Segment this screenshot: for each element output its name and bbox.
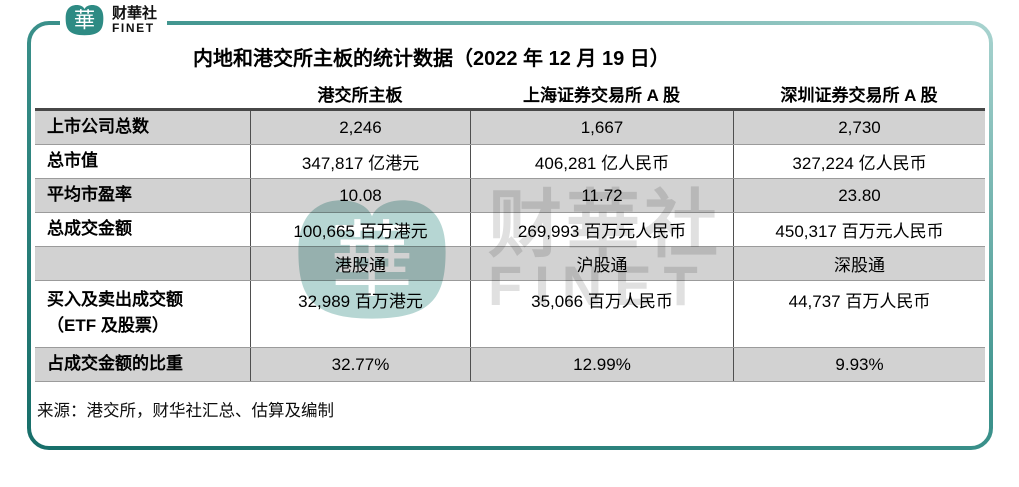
cell-value: 2,730 bbox=[733, 111, 985, 144]
cell-value: 347,817 亿港元 bbox=[250, 145, 470, 178]
cell-value: 450,317 百万元人民币 bbox=[733, 213, 985, 246]
brand-text: 财華社 FINET bbox=[112, 6, 157, 34]
cell-value: 100,665 百万港元 bbox=[250, 213, 470, 246]
cell-value: 35,066 百万人民币 bbox=[470, 281, 733, 347]
row-label: 上市公司总数 bbox=[35, 111, 250, 144]
table-row: 总市值 347,817 亿港元 406,281 亿人民币 327,224 亿人民币 bbox=[35, 145, 985, 179]
table-row: 港股通 沪股通 深股通 bbox=[35, 247, 985, 281]
corner-cell bbox=[35, 78, 250, 108]
cell-value: 1,667 bbox=[470, 111, 733, 144]
table-row: 平均市盈率 10.08 11.72 23.80 bbox=[35, 179, 985, 213]
row-label: 买入及卖出成交额 （ETF 及股票） bbox=[47, 290, 183, 336]
cell-value: 327,224 亿人民币 bbox=[733, 145, 985, 178]
cell-value: 12.99% bbox=[470, 348, 733, 381]
row-label: 总成交金额 bbox=[47, 219, 132, 239]
row-label: 占成交金额的比重 bbox=[35, 348, 250, 381]
cell-value: 406,281 亿人民币 bbox=[470, 145, 733, 178]
finet-seal-icon: 華 bbox=[65, 4, 104, 36]
table-row: 上市公司总数 2,246 1,667 2,730 bbox=[35, 111, 985, 145]
column-header: 上海证券交易所 A 股 bbox=[522, 85, 681, 105]
source-note: 来源：港交所，财华社汇总、估算及编制 bbox=[37, 402, 334, 420]
cell-value: 深股通 bbox=[733, 247, 985, 280]
table-body: 上市公司总数 2,246 1,667 2,730 总市值 347,817 亿港元 406,2… bbox=[35, 108, 985, 382]
cell-value: 32.77% bbox=[250, 348, 470, 381]
table-row: 买入及卖出成交额 （ETF 及股票） 32,989 百万港元 35,066 百万人民… bbox=[35, 281, 985, 348]
brand-name-cn: 财華社 bbox=[112, 5, 158, 23]
brand-name-en: FINET bbox=[112, 21, 155, 36]
cell-value: 10.08 bbox=[250, 179, 470, 212]
table-row: 总成交金额 100,665 百万港元 269,993 百万元人民币 450,317 百… bbox=[35, 213, 985, 247]
cell-value: 港股通 bbox=[250, 247, 470, 280]
row-label: 平均市盈率 bbox=[35, 179, 250, 212]
column-header: 深圳证券交易所 A 股 bbox=[780, 85, 938, 105]
cell-value: 32,989 百万港元 bbox=[250, 281, 470, 347]
cell-value: 9.93% bbox=[733, 348, 985, 381]
cell-value: 沪股通 bbox=[470, 247, 733, 280]
cell-value: 44,737 百万人民币 bbox=[733, 281, 985, 347]
table-header-row: 港交所主板 上海证券交易所 A 股 深圳证券交易所 A 股 bbox=[35, 78, 985, 108]
table-row: 占成交金额的比重 32.77% 12.99% 9.93% bbox=[35, 348, 985, 382]
cell-value: 23.80 bbox=[733, 179, 985, 212]
row-label bbox=[35, 247, 250, 280]
cell-value: 2,246 bbox=[250, 111, 470, 144]
figure-title: 内地和港交所主板的统计数据（2022 年 12 月 19 日） bbox=[193, 48, 670, 70]
row-label: 总市值 bbox=[47, 151, 98, 171]
finet-logo: 華 财華社 FINET bbox=[60, 0, 168, 45]
cell-value: 269,993 百万元人民币 bbox=[470, 213, 733, 246]
seal-glyph: 華 bbox=[74, 9, 95, 34]
stats-table: 港交所主板 上海证券交易所 A 股 深圳证券交易所 A 股上市公司总数 2,246 1,… bbox=[35, 78, 985, 382]
column-header: 港交所主板 bbox=[317, 85, 403, 105]
cell-value: 11.72 bbox=[470, 179, 733, 212]
